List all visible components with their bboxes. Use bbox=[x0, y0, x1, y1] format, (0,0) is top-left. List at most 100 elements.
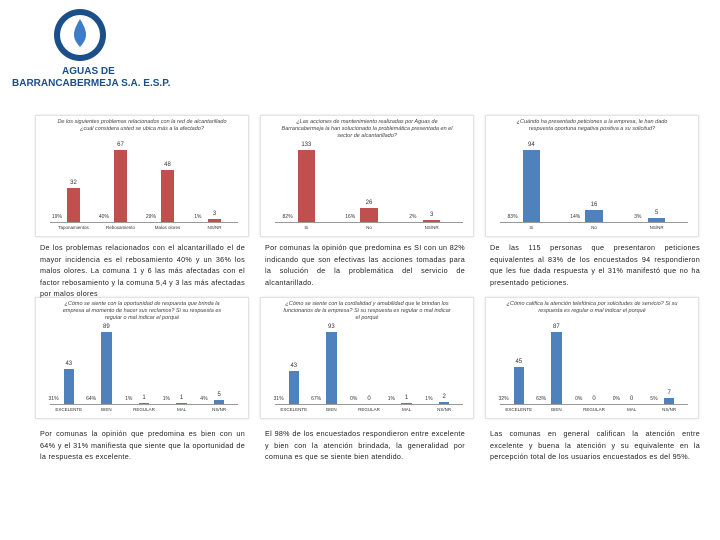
chart-panel: ¿Cómo se siente con la oportunidad de re… bbox=[35, 297, 249, 419]
category-label: NS/NR bbox=[212, 407, 227, 412]
category-label: EXCELENTE bbox=[55, 407, 83, 412]
bar bbox=[422, 220, 441, 222]
value-label: 87 bbox=[553, 324, 560, 330]
category-label: REGULAR bbox=[358, 407, 380, 412]
value-label: 0 bbox=[629, 396, 634, 402]
value-label: 1 bbox=[142, 395, 146, 402]
value-label: 67 bbox=[117, 142, 124, 148]
value-label: 3 bbox=[212, 210, 217, 217]
bar bbox=[138, 403, 150, 404]
category-label: MAL bbox=[176, 407, 187, 412]
value-label: 48 bbox=[164, 162, 171, 169]
category-label: MAL bbox=[626, 407, 637, 412]
bar bbox=[63, 369, 75, 404]
chart-panel: ¿Cómo se siente con la cordialidad y ama… bbox=[260, 297, 474, 419]
category-label: NS/NR bbox=[649, 225, 664, 230]
percent-label: 0% bbox=[350, 396, 358, 402]
caption: De los problemas relacionados con el alc… bbox=[40, 243, 245, 298]
percent-label: 31% bbox=[48, 396, 59, 402]
chart-title: ¿Cómo se siente con la oportunidad de re… bbox=[62, 301, 222, 321]
value-label: 7 bbox=[667, 390, 671, 397]
category-label: BIEN bbox=[326, 407, 337, 412]
value-label: 1 bbox=[404, 395, 409, 402]
percent-label: 0% bbox=[575, 396, 583, 402]
caption: Por comunas la opinión que predomina es … bbox=[265, 243, 465, 287]
value-label: 26 bbox=[365, 199, 373, 206]
bar bbox=[207, 218, 222, 222]
bar bbox=[66, 187, 81, 222]
bar bbox=[647, 218, 666, 222]
caption: El 98% de los encuestados respondieron e… bbox=[265, 429, 465, 461]
caption: Las comunas en general califican la aten… bbox=[490, 429, 700, 461]
category-label: NS/NR bbox=[662, 407, 677, 412]
percent-label: 67% bbox=[311, 396, 322, 402]
percent-label: 63% bbox=[536, 396, 547, 402]
category-label: BIEN bbox=[551, 407, 562, 412]
axis-line bbox=[275, 404, 463, 405]
category-label: REGULAR bbox=[133, 407, 155, 412]
percent-label: 82% bbox=[282, 214, 293, 220]
category-label: REGULAR bbox=[583, 407, 605, 412]
chart-title: ¿Las acciones de mantenimiento realizada… bbox=[281, 119, 453, 139]
bar bbox=[160, 170, 175, 222]
percent-label: 1% bbox=[387, 396, 395, 402]
logo-icon bbox=[54, 9, 106, 61]
percent-label: 1% bbox=[125, 396, 133, 402]
value-label: 1 bbox=[179, 395, 184, 402]
value-label: 133 bbox=[301, 142, 312, 148]
category-label: NS/NR bbox=[437, 407, 452, 412]
category-label: EXCELENTE bbox=[505, 407, 533, 412]
category-label: NS/NR bbox=[424, 225, 439, 230]
value-label: 0 bbox=[367, 396, 371, 402]
bar bbox=[326, 332, 337, 404]
percent-label: 3% bbox=[634, 214, 642, 220]
bar bbox=[113, 150, 128, 222]
bar bbox=[213, 399, 225, 404]
percent-label: 40% bbox=[98, 214, 109, 220]
percent-label: 1% bbox=[194, 214, 202, 220]
percent-label: 19% bbox=[51, 214, 62, 220]
percent-label: 32% bbox=[498, 396, 509, 402]
value-label: 45 bbox=[515, 358, 523, 365]
percent-label: 83% bbox=[507, 214, 518, 220]
logo-line1: AGUAS DE bbox=[62, 66, 115, 77]
category-label: EXCELENTE bbox=[280, 407, 308, 412]
chart-panel: ¿Cómo califica la atención telefónica po… bbox=[485, 297, 699, 419]
caption: Por comunas la opinión que predomina es … bbox=[40, 429, 245, 461]
category-label: Taponamientos bbox=[58, 225, 89, 230]
percent-label: 31% bbox=[273, 396, 284, 402]
percent-label: 64% bbox=[86, 396, 97, 402]
bar bbox=[522, 150, 541, 222]
bar bbox=[551, 332, 562, 404]
value-label: 32 bbox=[70, 179, 77, 186]
percent-label: 14% bbox=[570, 214, 581, 220]
bar bbox=[101, 332, 112, 404]
value-label: 43 bbox=[290, 362, 298, 369]
category-label: MAL bbox=[401, 407, 412, 412]
chart-panel: ¿Las acciones de mantenimiento realizada… bbox=[260, 115, 474, 237]
percent-label: 1% bbox=[425, 396, 433, 402]
chart-title: ¿Cómo califica la atención telefónica po… bbox=[506, 301, 678, 314]
percent-label: 29% bbox=[145, 214, 156, 220]
value-label: 0 bbox=[592, 396, 596, 402]
bar bbox=[438, 402, 450, 404]
category-label: Malos olores bbox=[154, 225, 181, 230]
axis-line bbox=[50, 222, 238, 223]
chart-title: ¿Cuándo ha presentado peticiones a la em… bbox=[516, 119, 668, 132]
value-label: 94 bbox=[527, 142, 535, 148]
bar bbox=[585, 209, 603, 222]
category-label: BIEN bbox=[101, 407, 112, 412]
caption: De las 115 personas que presentaron peti… bbox=[490, 243, 700, 287]
percent-label: 4% bbox=[200, 396, 208, 402]
bar bbox=[513, 366, 525, 404]
bar bbox=[288, 370, 300, 404]
bar bbox=[663, 398, 675, 404]
value-label: 3 bbox=[429, 212, 434, 219]
axis-line bbox=[275, 222, 463, 223]
chart-panel: ¿Cuándo ha presentado peticiones a la em… bbox=[485, 115, 699, 237]
axis-line bbox=[500, 222, 688, 223]
category-label: Si bbox=[304, 225, 309, 230]
value-label: 5 bbox=[217, 391, 221, 398]
bar bbox=[401, 403, 412, 404]
